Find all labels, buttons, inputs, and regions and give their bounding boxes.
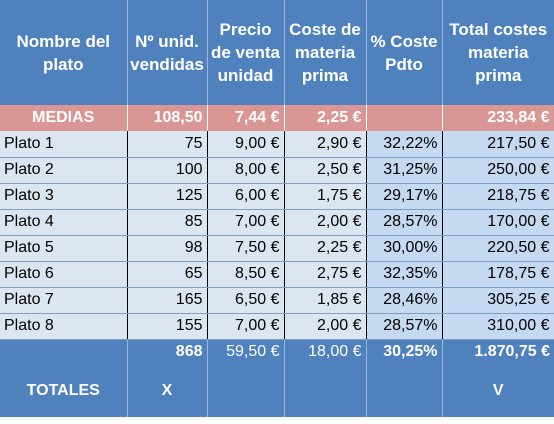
row-cell[interactable]: 155 xyxy=(127,313,208,340)
row-cell[interactable]: 31,25% xyxy=(366,157,443,184)
row-cell[interactable]: 6,00 € xyxy=(207,183,285,210)
row-cell[interactable]: 310,00 € xyxy=(442,313,554,340)
table-row: Plato 1 75 9,00 €2,90 €32,22% 217,50 € xyxy=(0,131,554,158)
totales-cell[interactable] xyxy=(284,365,367,417)
row-cell[interactable]: Plato 7 xyxy=(0,287,128,314)
row-cell[interactable]: 2,90 € xyxy=(284,131,367,158)
row-cell[interactable]: 218,75 € xyxy=(442,183,554,210)
row-cell[interactable]: Plato 6 xyxy=(0,261,128,288)
sum-cell[interactable] xyxy=(0,339,128,365)
row-cell[interactable]: 220,50 € xyxy=(442,235,554,262)
row-cell[interactable]: Plato 2 xyxy=(0,157,128,184)
row-cell[interactable]: 7,00 € xyxy=(207,313,285,340)
row-cell[interactable]: 7,00 € xyxy=(207,209,285,236)
header-cell-plato[interactable]: Nombre del plato xyxy=(0,0,128,105)
table-row: Plato 7 165 6,50 €1,85 €28,46% 305,25 € xyxy=(0,287,554,314)
row-cell[interactable]: 75 xyxy=(127,131,208,158)
table-row: Plato 3 125 6,00 €1,75 €29,17% 218,75 € xyxy=(0,183,554,210)
row-cell[interactable]: 28,57% xyxy=(366,209,443,236)
row-cell[interactable]: 217,50 € xyxy=(442,131,554,158)
row-cell[interactable]: Plato 8 xyxy=(0,313,128,340)
sum-cell[interactable]: 59,50 € xyxy=(207,339,285,365)
row-cell[interactable]: Plato 3 xyxy=(0,183,128,210)
medias-cell[interactable] xyxy=(366,105,443,131)
row-cell[interactable]: 30,00% xyxy=(366,235,443,262)
row-cell[interactable]: 1,85 € xyxy=(284,287,367,314)
row-cell[interactable]: 98 xyxy=(127,235,208,262)
sums-row: 868 59,50 € 18,00 € 30,25% 1.870,75 € xyxy=(0,339,554,365)
row-cell[interactable]: 32,35% xyxy=(366,261,443,288)
row-cell[interactable]: 32,22% xyxy=(366,131,443,158)
row-cell[interactable]: 6,50 € xyxy=(207,287,285,314)
row-cell[interactable]: 9,00 € xyxy=(207,131,285,158)
row-cell[interactable]: Plato 4 xyxy=(0,209,128,236)
totales-cell[interactable]: V xyxy=(442,365,554,417)
row-cell[interactable]: 65 xyxy=(127,261,208,288)
row-cell[interactable]: 170,00 € xyxy=(442,209,554,236)
medias-label-cell[interactable]: MEDIAS xyxy=(0,105,128,131)
medias-cell[interactable]: 108,50 xyxy=(127,105,208,131)
header-cell-total[interactable]: Total costes materia prima xyxy=(442,0,554,105)
row-cell[interactable]: Plato 5 xyxy=(0,235,128,262)
row-cell[interactable]: 2,00 € xyxy=(284,209,367,236)
table-row: Plato 5 98 7,50 €2,25 €30,00% 220,50 € xyxy=(0,235,554,262)
row-cell[interactable]: 125 xyxy=(127,183,208,210)
row-cell[interactable]: 85 xyxy=(127,209,208,236)
sum-cell[interactable]: 1.870,75 € xyxy=(442,339,554,365)
medias-cell[interactable]: 2,25 € xyxy=(284,105,367,131)
totales-row: TOTALES X V xyxy=(0,365,554,417)
header-cell-precio[interactable]: Precio de venta unidad xyxy=(207,0,285,105)
table-row: Plato 8 155 7,00 €2,00 €28,57% 310,00 € xyxy=(0,313,554,340)
table-row: Plato 4 85 7,00 €2,00 €28,57% 170,00 € xyxy=(0,209,554,236)
row-cell[interactable]: 2,50 € xyxy=(284,157,367,184)
row-cell[interactable]: 1,75 € xyxy=(284,183,367,210)
row-cell[interactable]: 2,75 € xyxy=(284,261,367,288)
header-cell-unidades[interactable]: Nº unid. vendidas xyxy=(127,0,208,105)
row-cell[interactable]: 28,57% xyxy=(366,313,443,340)
medias-row: MEDIAS 108,50 7,44 € 2,25 € 233,84 € xyxy=(0,105,554,131)
header-row: Nombre del plato Nº unid. vendidas Preci… xyxy=(0,0,554,105)
row-cell[interactable]: 28,46% xyxy=(366,287,443,314)
sum-cell[interactable]: 18,00 € xyxy=(284,339,367,365)
totales-cell[interactable] xyxy=(366,365,443,417)
totales-label-cell[interactable]: TOTALES xyxy=(0,365,128,417)
medias-cell[interactable]: 233,84 € xyxy=(442,105,554,131)
row-cell[interactable]: 8,50 € xyxy=(207,261,285,288)
row-cell[interactable]: 8,00 € xyxy=(207,157,285,184)
row-cell[interactable]: 250,00 € xyxy=(442,157,554,184)
medias-cell[interactable]: 7,44 € xyxy=(207,105,285,131)
row-cell[interactable]: 305,25 € xyxy=(442,287,554,314)
row-cell[interactable]: 7,50 € xyxy=(207,235,285,262)
totales-cell[interactable] xyxy=(207,365,285,417)
row-cell[interactable]: 2,25 € xyxy=(284,235,367,262)
row-cell[interactable]: 100 xyxy=(127,157,208,184)
row-cell[interactable]: 2,00 € xyxy=(284,313,367,340)
totales-cell[interactable]: X xyxy=(127,365,208,417)
sum-cell[interactable]: 30,25% xyxy=(366,339,443,365)
table-row: Plato 6 65 8,50 €2,75 €32,35% 178,75 € xyxy=(0,261,554,288)
sum-cell[interactable]: 868 xyxy=(127,339,208,365)
row-cell[interactable]: 165 xyxy=(127,287,208,314)
row-cell[interactable]: 178,75 € xyxy=(442,261,554,288)
header-cell-coste[interactable]: Coste de materia prima xyxy=(284,0,367,105)
row-cell[interactable]: Plato 1 xyxy=(0,131,128,158)
table-row: Plato 2 100 8,00 €2,50 €31,25% 250,00 € xyxy=(0,157,554,184)
row-cell[interactable]: 29,17% xyxy=(366,183,443,210)
header-cell-porcentaje[interactable]: % Coste Pdto xyxy=(366,0,443,105)
